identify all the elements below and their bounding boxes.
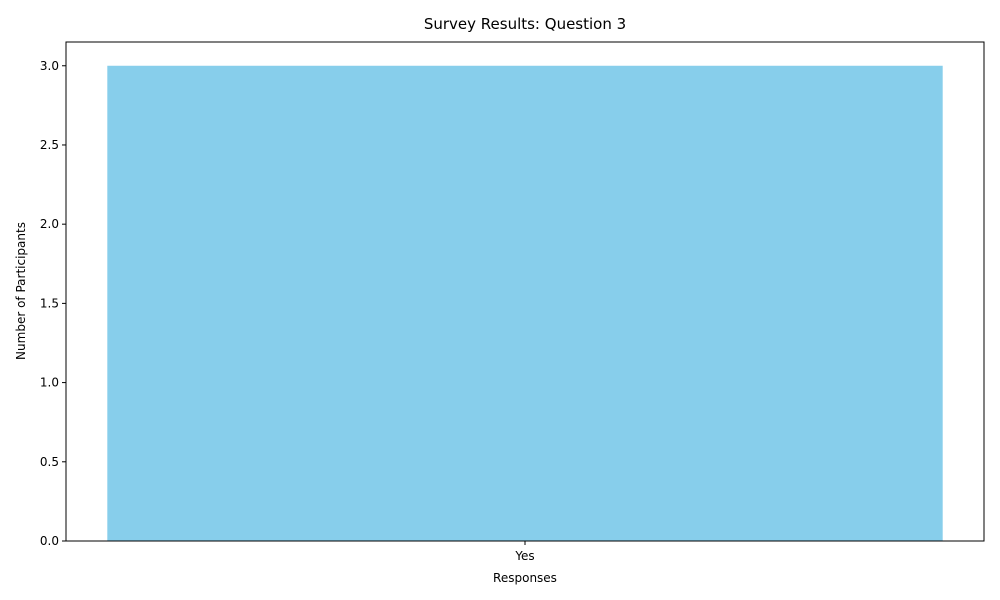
plot-frame: [65, 41, 985, 542]
bars-group: [107, 65, 943, 541]
y-tick-label: 3.0: [40, 59, 59, 73]
x-axis-label: Responses: [493, 571, 557, 585]
chart-title: Survey Results: Question 3: [424, 15, 626, 33]
x-tick-label: Yes: [514, 549, 534, 563]
y-tick-label: 2.5: [40, 138, 59, 152]
x-axis-ticks: Yes: [514, 541, 535, 563]
bar-yes: [107, 65, 943, 541]
y-tick-label: 2.0: [40, 217, 59, 231]
y-axis-ticks: 0.0 0.5 1.0 1.5 2.0 2.5 3.0: [40, 59, 66, 548]
y-tick-label: 0.5: [40, 455, 59, 469]
y-tick-label: 0.0: [40, 534, 59, 548]
y-tick-label: 1.0: [40, 376, 59, 390]
y-tick-label: 1.5: [40, 296, 59, 310]
y-axis-label: Number of Participants: [14, 222, 28, 360]
